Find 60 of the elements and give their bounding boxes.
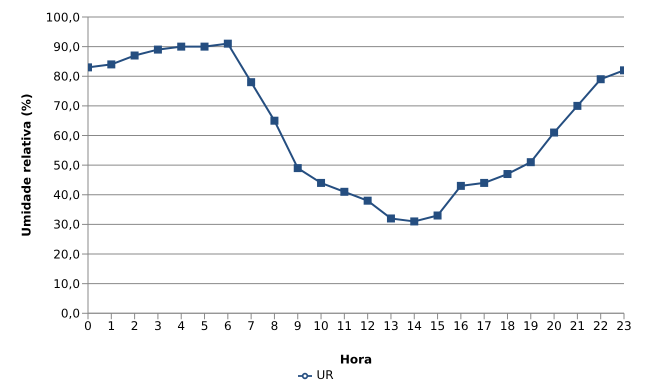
point	[573, 102, 582, 110]
point	[317, 178, 326, 187]
x-tick-label: 19	[523, 318, 538, 333]
x-tick-label: 5	[200, 318, 208, 333]
point	[596, 75, 605, 84]
x-tick-label: 9	[294, 318, 302, 333]
x-tick-label: 3	[154, 318, 162, 333]
point	[130, 52, 139, 60]
x-tick-label: 15	[430, 318, 446, 333]
x-tick-label: 11	[336, 318, 352, 333]
point	[247, 78, 256, 86]
y-tick-label: 20,0	[53, 247, 80, 262]
x-tick-label: 17	[476, 318, 492, 333]
x-tick-label: 6	[224, 318, 232, 333]
x-tick-label: 10	[313, 318, 329, 333]
point	[550, 128, 558, 137]
x-tick-label: 8	[270, 318, 278, 333]
x-tick-label: 14	[406, 318, 422, 333]
point	[154, 46, 162, 54]
x-tick-label: 22	[593, 318, 608, 333]
point	[294, 164, 302, 172]
x-tick-label: 20	[546, 318, 562, 333]
legend-label: UR	[316, 368, 334, 382]
y-tick-label: 100,0	[46, 10, 80, 24]
x-tick-label: 7	[247, 318, 255, 333]
point	[340, 188, 348, 196]
y-tick-label: 0,0	[60, 306, 80, 321]
y-axis-title: Umidade relativa (%)	[19, 94, 34, 237]
x-tick-label: 12	[360, 318, 376, 333]
point	[177, 42, 186, 51]
y-tick-label: 30,0	[53, 218, 80, 232]
x-tick-label: 18	[500, 318, 516, 333]
point	[224, 40, 232, 48]
point	[270, 116, 278, 125]
x-tick-label: 0	[84, 318, 92, 333]
point	[107, 60, 116, 68]
x-tick-label: 1	[107, 318, 116, 333]
y-tick-label: 40,0	[53, 188, 80, 202]
x-tick-label: 23	[616, 318, 632, 333]
x-tick-label: 13	[383, 318, 399, 333]
point	[386, 214, 395, 222]
y-tick-label: 50,0	[53, 158, 80, 172]
y-tick-label: 10,0	[53, 276, 80, 291]
point	[503, 170, 512, 178]
y-tick-label: 80,0	[53, 70, 80, 84]
point	[434, 212, 442, 220]
y-tick-label: 90,0	[53, 40, 80, 54]
x-tick-label: 16	[453, 318, 469, 333]
point	[526, 158, 535, 166]
x-tick-label: 4	[177, 318, 186, 333]
x-tick-label: 21	[570, 318, 586, 333]
point	[364, 196, 372, 205]
y-tick-label: 60,0	[53, 128, 80, 143]
y-tick-label: 70,0	[53, 99, 80, 114]
x-tick-label: 2	[130, 318, 138, 333]
point	[410, 217, 418, 226]
point	[200, 42, 209, 51]
point	[480, 178, 488, 187]
point	[456, 182, 465, 190]
x-axis-title: Hora	[340, 352, 372, 366]
